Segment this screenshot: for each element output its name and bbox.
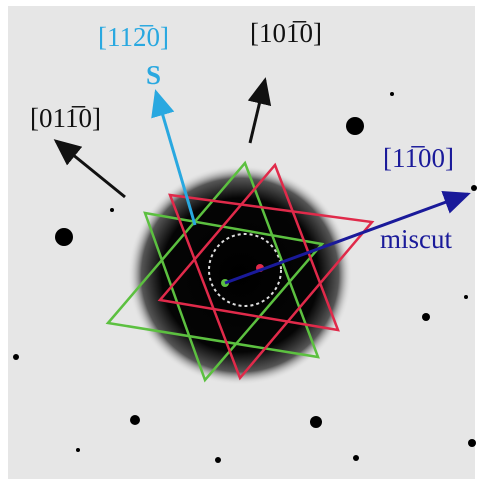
direction-label: [011̅0] [30,103,101,133]
central-beam [128,165,352,385]
direction-label: [11̅00] [383,143,454,173]
direction-label: S [146,60,161,90]
diffraction-figure: [112̅0] S [101̅0] [011̅0] [11̅00] miscut [0,0,481,485]
direction-label: [101̅0] [250,18,322,48]
direction-label: miscut [380,224,452,254]
direction-label: [112̅0] [98,22,169,52]
